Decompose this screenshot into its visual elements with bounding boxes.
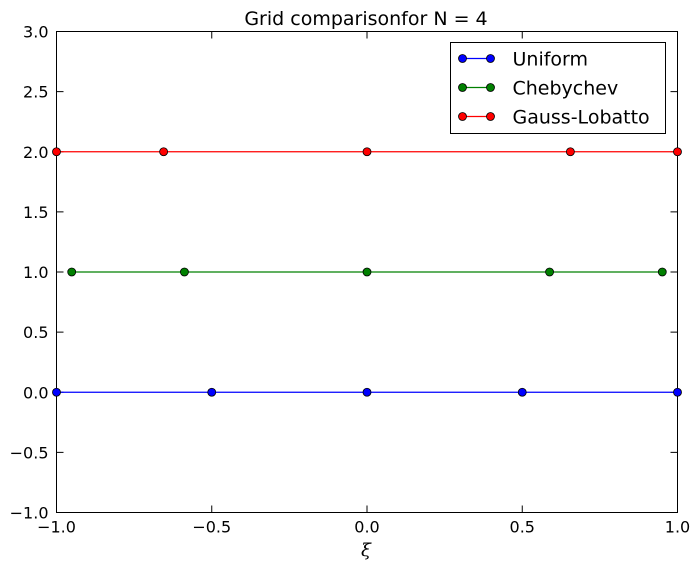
data-point — [52, 387, 61, 397]
data-point — [180, 267, 189, 277]
data-point — [545, 267, 554, 277]
legend-marker — [458, 54, 467, 63]
data-point — [673, 387, 682, 397]
legend-entry-chebychev: Chebychev — [458, 78, 619, 100]
data-point — [207, 387, 217, 397]
y-tick-label: −0.5 — [10, 443, 49, 462]
legend-marker — [458, 83, 467, 92]
data-point — [565, 147, 575, 157]
x-tick-label: −0.5 — [192, 518, 231, 537]
series-chebychev — [67, 267, 667, 277]
ticks-layer: −1.0 −0.5 0.0 0.5 1.0 −1.0 −0.5 0.0 0.5 1.0 1.5 2.0… — [10, 23, 691, 537]
data-point — [159, 147, 169, 157]
y-tick-label: 2.5 — [23, 83, 48, 102]
y-tick-label: 1.5 — [23, 203, 48, 222]
data-point — [657, 267, 667, 277]
data-point — [362, 267, 372, 277]
series-layer — [52, 147, 682, 397]
x-axis-label: ξ — [361, 540, 372, 561]
x-tick-label: 1.0 — [665, 518, 690, 537]
series-uniform — [52, 387, 682, 397]
legend-entry-uniform: Uniform — [458, 49, 589, 71]
data-point — [67, 267, 77, 277]
legend-marker — [486, 54, 495, 63]
legend-marker — [458, 112, 467, 121]
data-point — [673, 147, 682, 157]
chart-title: Grid comparisonfor N = 4 — [244, 8, 487, 30]
legend: Uniform Chebychev Gauss-Lobatto — [450, 42, 666, 134]
y-tick-label: 0.5 — [23, 323, 48, 342]
y-tick-label: 3.0 — [23, 23, 48, 42]
data-point — [362, 387, 372, 397]
series-gauss-lobatto — [52, 147, 682, 157]
x-tick-label: 0.5 — [510, 518, 535, 537]
legend-marker — [486, 112, 495, 121]
legend-entry-gauss-lobatto: Gauss-Lobatto — [458, 107, 650, 129]
y-tick-label: 1.0 — [23, 263, 48, 282]
data-point — [362, 147, 372, 157]
y-tick-label: 0.0 — [23, 383, 48, 402]
legend-label: Uniform — [513, 49, 589, 71]
x-tick-label: 0.0 — [354, 518, 379, 537]
legend-marker — [486, 83, 495, 92]
legend-label: Gauss-Lobatto — [513, 107, 650, 129]
y-tick-label: 2.0 — [23, 143, 48, 162]
legend-label: Chebychev — [513, 78, 619, 100]
x-tick-label: −1.0 — [37, 518, 76, 537]
data-point — [52, 147, 61, 157]
data-point — [517, 387, 527, 397]
y-tick-label: −1.0 — [10, 504, 49, 523]
